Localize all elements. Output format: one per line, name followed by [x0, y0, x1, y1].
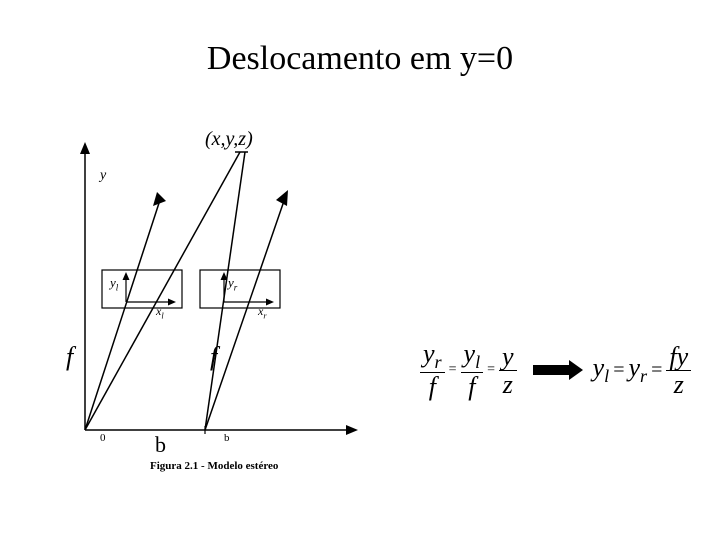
yl-sub: l: [116, 283, 119, 293]
eq2-yr: yr: [628, 353, 647, 387]
eq-op: =: [447, 362, 459, 378]
equation-row: yr f = yl f = y z yl = yr = fy z: [420, 340, 691, 401]
yr-sub: r: [234, 283, 238, 293]
frac-y-z: y z: [499, 343, 517, 399]
right-plane-x-label: xr: [258, 304, 267, 320]
implies-arrow-icon: [533, 362, 581, 378]
frac-yr-f: yr f: [420, 340, 445, 401]
left-plane-y-label: yl: [110, 275, 118, 293]
caption-text: Figura 2.1 - Modelo estéreo: [150, 460, 278, 472]
eq2-yl: yl: [593, 353, 610, 387]
xr-sub: r: [263, 311, 266, 320]
page-title: Deslocamento em y=0: [0, 40, 720, 78]
f-left-label: f: [66, 342, 73, 372]
xl-sub: l: [161, 311, 163, 320]
eq-op: =: [649, 359, 664, 382]
frac-yl-f: yl f: [461, 340, 484, 401]
right-plane-y-label: yr: [228, 275, 237, 293]
left-plane-x-label: xl: [156, 304, 164, 320]
y-axis-label: y: [100, 168, 106, 184]
equations: yr f = yl f = y z yl = yr = fy z: [420, 340, 691, 401]
b-label: b: [155, 432, 166, 458]
eq-op: =: [611, 359, 626, 382]
figure-caption: Figura 2.1 - Modelo estéreo: [150, 460, 278, 472]
zero-label: 0: [100, 432, 106, 444]
eq-op: =: [485, 362, 497, 378]
frac-fy-z: fy z: [666, 343, 691, 399]
stereo-diagram: [30, 130, 370, 470]
f-right-label: f: [210, 342, 217, 372]
b-tick-label: b: [224, 432, 230, 444]
